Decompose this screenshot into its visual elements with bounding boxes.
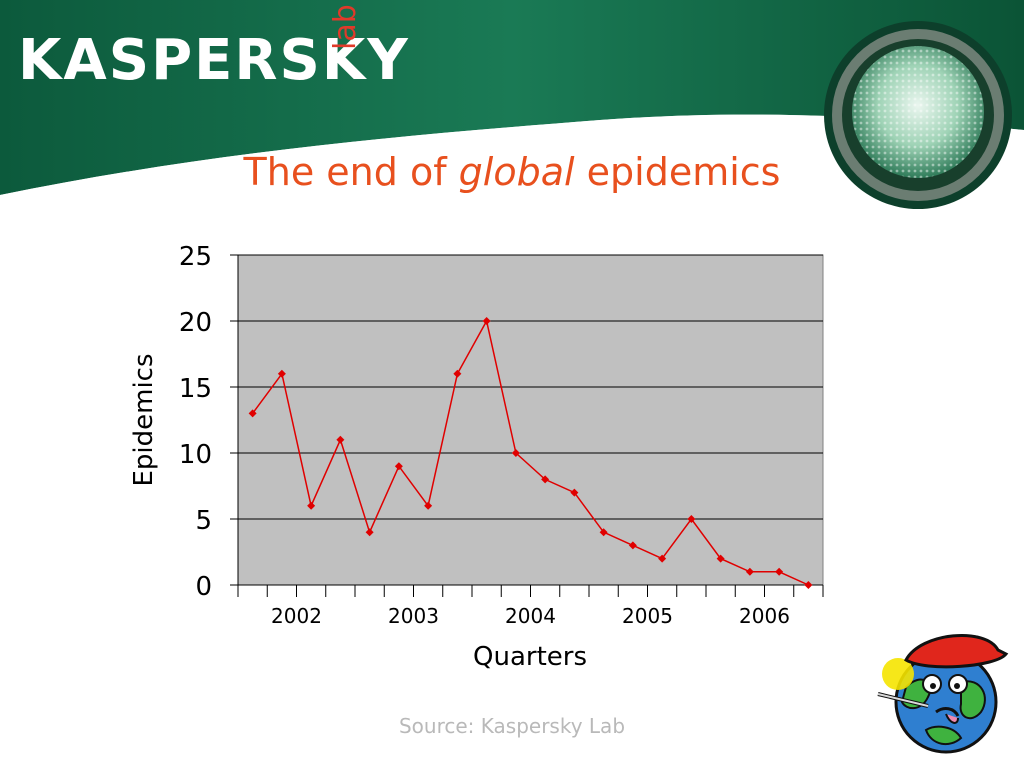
data-point [248, 409, 257, 418]
data-point [628, 541, 637, 550]
x-tick-label: 2005 [622, 604, 673, 628]
data-point [541, 475, 550, 484]
slide-title: The end of global epidemics [243, 150, 781, 194]
data-point [745, 567, 754, 576]
y-axis-title: Epidemics [129, 353, 159, 486]
x-tick-label: 2003 [388, 604, 439, 628]
y-tick-label: 15 [179, 374, 212, 404]
data-point [511, 449, 520, 457]
data-point [336, 435, 345, 444]
x-tick-label: 2004 [505, 604, 556, 628]
data-point [599, 528, 608, 537]
x-tick-label: 2006 [739, 604, 790, 628]
data-point [394, 462, 403, 471]
sick-globe-icon [877, 633, 1009, 754]
data-point [716, 554, 725, 563]
data-point [570, 488, 579, 497]
slide-header: KASPERSKY lab [0, 0, 1024, 210]
source-caption: Source: Kaspersky Lab [398, 714, 626, 738]
x-axis-title: Quarters [473, 642, 587, 672]
data-point [424, 501, 433, 510]
data-point [307, 501, 316, 510]
y-tick-label: 10 [179, 440, 212, 470]
y-tick-label: 20 [179, 308, 212, 338]
data-point [658, 554, 667, 563]
y-tick-label: 5 [195, 506, 212, 536]
green-light-icon [824, 21, 1012, 209]
y-tick-label: 0 [195, 572, 212, 602]
y-tick-label: 25 [179, 242, 212, 272]
header-background [0, 0, 1024, 209]
kaspersky-logo: KASPERSKY [18, 28, 410, 93]
data-point [453, 369, 462, 378]
data-point [775, 567, 784, 576]
data-point [277, 369, 286, 378]
plot-area [237, 254, 824, 586]
x-tick-label: 2002 [271, 604, 322, 628]
data-point [804, 581, 813, 589]
series-line [251, 318, 809, 586]
data-point [482, 317, 491, 325]
data-point [365, 528, 374, 537]
data-point [687, 515, 696, 523]
